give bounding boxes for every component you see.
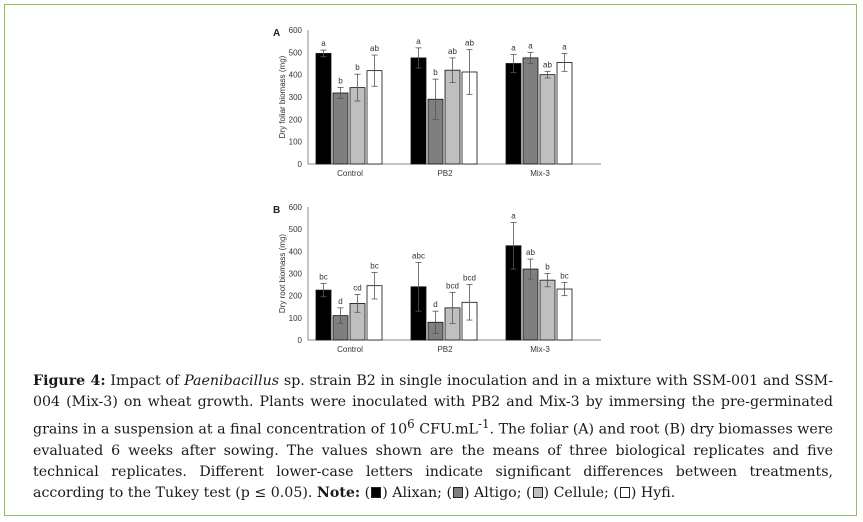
significance-letter: bc bbox=[370, 261, 378, 270]
significance-letter: a bbox=[562, 42, 567, 51]
y-tick-label: 300 bbox=[289, 93, 303, 102]
note-alixan: Alixan; bbox=[392, 485, 442, 502]
significance-letter: d bbox=[433, 300, 437, 309]
cellule-swatch bbox=[532, 487, 543, 499]
significance-letter: ab bbox=[526, 248, 535, 257]
hyfi-swatch bbox=[619, 487, 630, 499]
caption-superscript: 6 bbox=[407, 416, 415, 431]
caption-text: Impact of bbox=[105, 373, 185, 389]
bar bbox=[444, 69, 461, 165]
bar bbox=[556, 288, 573, 341]
bar bbox=[522, 268, 539, 341]
y-tick-label: 0 bbox=[298, 336, 303, 345]
y-tick-label: 500 bbox=[289, 48, 303, 57]
caption-text: . The foliar (A) and root (B) dry biomas… bbox=[33, 421, 834, 502]
significance-letter: a bbox=[511, 44, 516, 53]
y-tick-label: 200 bbox=[289, 115, 303, 124]
y-tick-label: 600 bbox=[289, 26, 303, 35]
significance-letter: d bbox=[338, 297, 342, 306]
significance-letter: bc bbox=[319, 272, 327, 281]
significance-letter: a bbox=[511, 212, 516, 221]
caption-text: CFU.mL bbox=[414, 421, 478, 438]
note-label: Note: bbox=[316, 485, 361, 502]
bar bbox=[522, 57, 539, 165]
panel-label: A bbox=[273, 28, 280, 39]
y-tick-label: 400 bbox=[289, 71, 303, 80]
y-tick-label: 300 bbox=[289, 270, 303, 279]
note-altigo: Altigo; bbox=[474, 485, 522, 502]
significance-letter: ab bbox=[543, 60, 552, 69]
bar bbox=[315, 53, 332, 165]
significance-letter: ab bbox=[370, 44, 379, 53]
y-tick-label: 600 bbox=[289, 203, 303, 212]
significance-letter: cd bbox=[353, 284, 361, 293]
significance-letter: ab bbox=[448, 47, 457, 56]
y-tick-label: 100 bbox=[289, 138, 303, 147]
x-tick-label: Control bbox=[337, 169, 363, 178]
bar bbox=[410, 57, 427, 165]
panel-label: B bbox=[273, 205, 280, 216]
bar bbox=[556, 61, 573, 165]
alixan-swatch bbox=[371, 487, 382, 499]
x-tick-label: Mix-3 bbox=[530, 169, 550, 178]
note-hyfi: Hyfi. bbox=[640, 485, 676, 502]
figure-frame bbox=[4, 4, 857, 516]
significance-letter: a bbox=[528, 41, 533, 50]
bar bbox=[505, 63, 522, 165]
bar bbox=[539, 279, 556, 341]
significance-letter: bc bbox=[560, 271, 568, 280]
note-cellule: Cellule; bbox=[553, 485, 609, 502]
caption-superscript: -1 bbox=[477, 416, 490, 431]
caption-text: sp. strain B2 in single inoculation and … bbox=[33, 373, 833, 438]
significance-letter: ab bbox=[465, 39, 474, 48]
y-tick-label: 400 bbox=[289, 247, 303, 256]
significance-letter: a bbox=[321, 39, 326, 48]
significance-letter: b bbox=[338, 76, 343, 85]
y-tick-label: 100 bbox=[289, 314, 303, 323]
significance-letter: b bbox=[433, 68, 438, 77]
bar bbox=[332, 92, 349, 165]
x-tick-label: PB2 bbox=[437, 345, 453, 354]
bar bbox=[315, 289, 332, 341]
significance-letter: a bbox=[416, 37, 421, 46]
y-axis-label: Dry root biomass (mg) bbox=[278, 234, 287, 313]
y-axis-label: Dry foliar biomass (mg) bbox=[278, 55, 287, 138]
y-tick-label: 200 bbox=[289, 292, 303, 301]
bar bbox=[539, 74, 556, 165]
significance-letter: abc bbox=[412, 251, 425, 260]
significance-letter: b bbox=[545, 263, 550, 272]
significance-letter: b bbox=[355, 63, 360, 72]
x-tick-label: Mix-3 bbox=[530, 345, 550, 354]
caption-label: Figure 4: bbox=[33, 373, 106, 389]
y-tick-label: 500 bbox=[289, 225, 303, 234]
significance-letter: bcd bbox=[463, 274, 476, 283]
altigo-swatch bbox=[453, 487, 463, 499]
x-tick-label: Control bbox=[337, 345, 363, 354]
figure-caption: Figure 4: Impact of Paenibacillus sp. st… bbox=[33, 373, 834, 502]
significance-letter: bcd bbox=[446, 281, 459, 290]
x-tick-label: PB2 bbox=[437, 169, 453, 178]
y-tick-label: 0 bbox=[298, 160, 303, 169]
caption-genus: Paenibacillus bbox=[184, 373, 280, 389]
